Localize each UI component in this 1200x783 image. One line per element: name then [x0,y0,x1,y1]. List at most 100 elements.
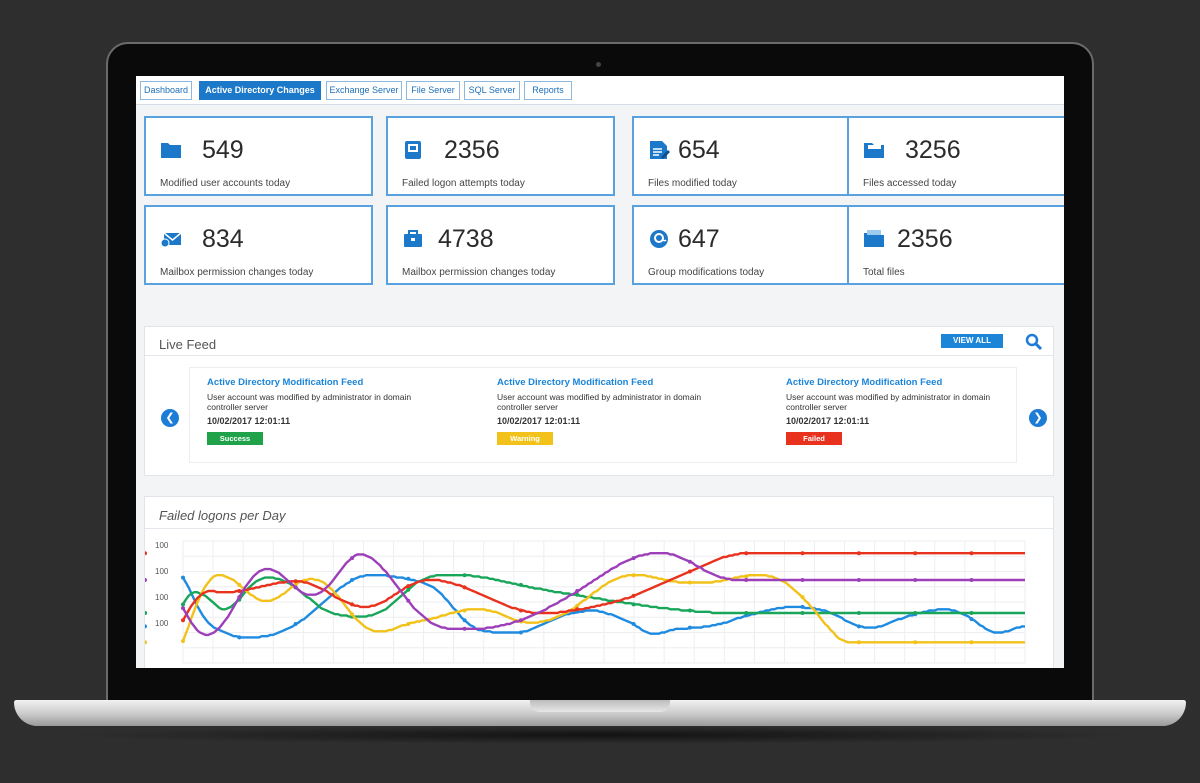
folder-icon [161,143,181,158]
files-icon [864,230,884,247]
data-point [406,584,411,589]
data-point [350,578,354,582]
stat-card[interactable]: 654 Files modified today [632,116,861,196]
feed-item-date: 10/02/2017 12:01:11 [497,416,581,426]
feed-item-date: 10/02/2017 12:01:11 [207,416,291,426]
data-point [518,582,523,587]
tab-reports[interactable]: Reports [524,81,572,100]
data-point [969,640,974,645]
data-point [744,551,749,556]
prev-arrow-icon[interactable]: ❮ [161,409,179,427]
stat-card[interactable]: 549 Modified user accounts today [144,116,373,196]
data-point [631,556,636,561]
stat-label: Total files [863,267,905,278]
feed-item[interactable]: Active Directory Modification Feed User … [497,377,737,445]
data-point [800,578,805,582]
stat-card[interactable]: 4738 Mailbox permission changes today [386,205,615,285]
data-point [687,608,692,613]
data-point [518,618,523,623]
stat-label: Mailbox permission changes today [160,267,314,278]
view-all-button[interactable]: VIEW ALL [941,334,1003,348]
data-point [913,611,918,615]
tab-dashboard[interactable]: Dashboard [140,81,192,100]
data-point [293,585,298,590]
chart-grid [182,540,1026,664]
feed-item-description: User account was modified by administrat… [497,392,702,412]
live-feed-panel: Live Feed VIEW ALL ❮ ❯ Active Directory … [144,326,1054,476]
data-point [856,551,861,556]
live-feed-title: Live Feed [159,337,217,352]
data-point [631,573,636,578]
laptop-shadow [60,726,1140,744]
data-point [518,608,523,613]
data-point [631,602,636,607]
stat-card[interactable]: 647 Group modifications today [632,205,861,285]
tab-active-directory[interactable]: Active Directory Changes [199,81,321,100]
stat-label: Files accessed today [863,178,957,189]
data-point [969,578,974,582]
data-point [350,602,354,607]
stat-value: 654 [678,136,720,164]
feed-item-description: User account was modified by administrat… [207,392,412,412]
data-point [462,573,467,578]
data-point [181,618,185,623]
data-point [800,604,805,609]
data-point [744,611,749,615]
data-point [856,578,861,582]
data-point [575,592,580,597]
data-point [237,582,242,587]
data-point [631,593,636,598]
status-badge: Warning [497,432,553,445]
stat-card[interactable]: 2356 Failed logon attempts today [386,116,615,196]
stat-card[interactable]: 2356 Total files [847,205,1064,285]
next-arrow-icon[interactable]: ❯ [1029,409,1047,427]
series-line [181,574,1025,644]
data-point [181,575,185,580]
camera-icon [596,62,601,67]
status-badge: Failed [786,432,842,445]
data-point [913,578,918,582]
mail-icon [160,232,182,248]
data-point [462,618,467,623]
data-point [237,595,242,600]
data-point [575,603,580,608]
data-point [575,607,580,612]
stat-value: 647 [678,225,720,253]
feed-item[interactable]: Active Directory Modification Feed User … [786,377,1026,445]
data-point [293,579,298,584]
user-icon [650,230,668,248]
briefcase-icon [404,230,422,247]
data-point [800,551,805,556]
stat-value: 834 [202,225,244,253]
series-line [181,552,1025,637]
stat-label: Failed logon attempts today [402,178,525,189]
y-tick-label: 100 [155,541,169,550]
data-point [631,622,636,626]
data-point [406,622,411,626]
data-point [969,611,974,615]
y-tick-label: 100 [155,567,169,576]
stat-label: Group modifications today [648,267,765,278]
data-point [293,622,298,626]
data-point [462,608,467,613]
tab-file-server[interactable]: File Server [406,81,460,100]
data-point [145,640,147,645]
data-point [181,606,185,611]
stat-label: Files modified today [648,178,737,189]
line-chart: 100 100 100 100 [145,540,1026,664]
book-icon [405,141,421,159]
data-point [145,551,147,556]
tab-exchange-server[interactable]: Exchange Server [326,81,402,100]
search-icon[interactable] [1025,333,1042,350]
tab-sql-server[interactable]: SQL Server [464,81,520,100]
divider [145,528,1053,529]
stat-value: 3256 [905,136,961,164]
stat-value: 549 [202,136,244,164]
stat-card[interactable]: 3256 Files accessed today [847,116,1064,196]
feed-item[interactable]: Active Directory Modification Feed User … [207,377,447,445]
series-line [181,574,1025,639]
data-point [181,639,185,643]
data-point [145,624,147,629]
stat-card[interactable]: 834 Mailbox permission changes today [144,205,373,285]
stat-label: Mailbox permission changes today [402,267,556,278]
